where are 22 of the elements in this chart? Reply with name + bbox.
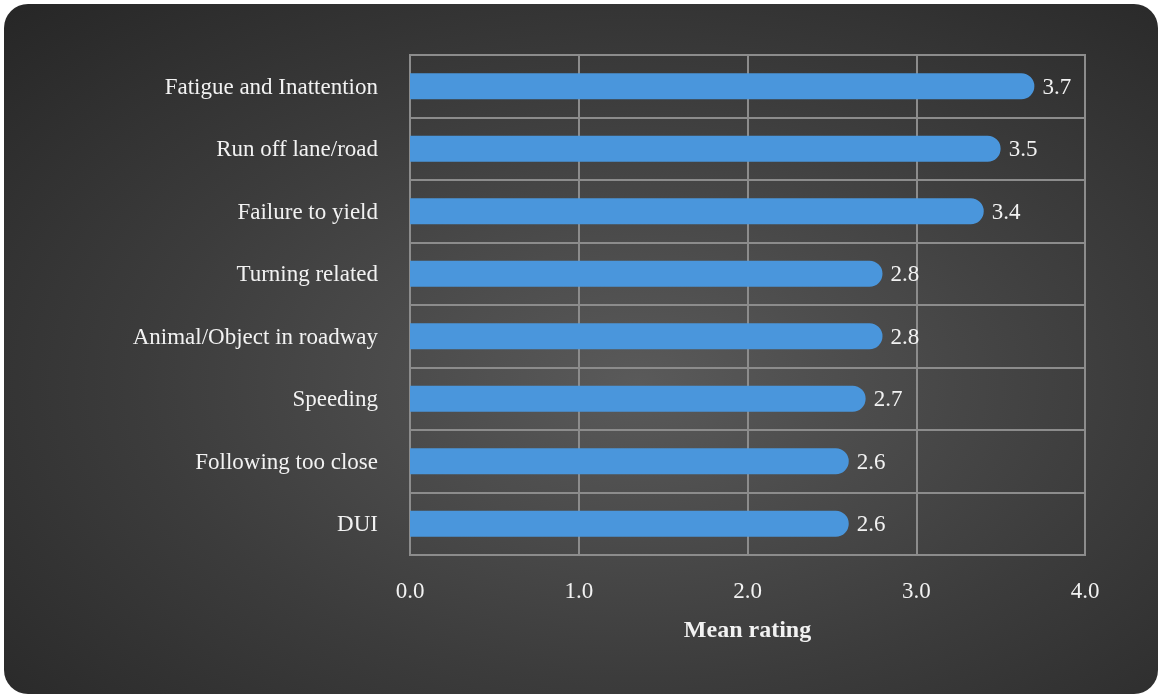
data-label: 3.4 — [991, 198, 1021, 224]
y-tick-label: Run off lane/road — [216, 136, 379, 162]
data-label: 2.7 — [873, 386, 903, 412]
data-label: 2.8 — [890, 323, 920, 349]
x-tick-label: 4.0 — [1070, 578, 1100, 603]
data-label: 2.6 — [856, 511, 886, 537]
x-tick-label: 1.0 — [564, 578, 594, 603]
data-label: 3.7 — [1042, 73, 1072, 99]
x-tick-label: 3.0 — [901, 578, 931, 603]
data-label: 2.8 — [890, 261, 920, 287]
y-tick-label: Animal/Object in roadway — [132, 323, 379, 349]
data-label: 2.6 — [856, 448, 886, 474]
y-tick-label: Fatigue and Inattention — [164, 73, 379, 99]
y-tick-label: Turning related — [236, 261, 379, 287]
x-axis-title: Mean rating — [683, 616, 812, 642]
x-tick-label: 2.0 — [733, 578, 762, 603]
y-tick-label: Failure to yield — [237, 198, 379, 224]
data-label: 3.5 — [1008, 136, 1038, 162]
x-tick-label: 0.0 — [395, 578, 425, 603]
y-tick-label: Speeding — [292, 386, 379, 412]
y-tick-label: DUI — [337, 511, 378, 537]
y-tick-label: Following too close — [195, 448, 378, 474]
